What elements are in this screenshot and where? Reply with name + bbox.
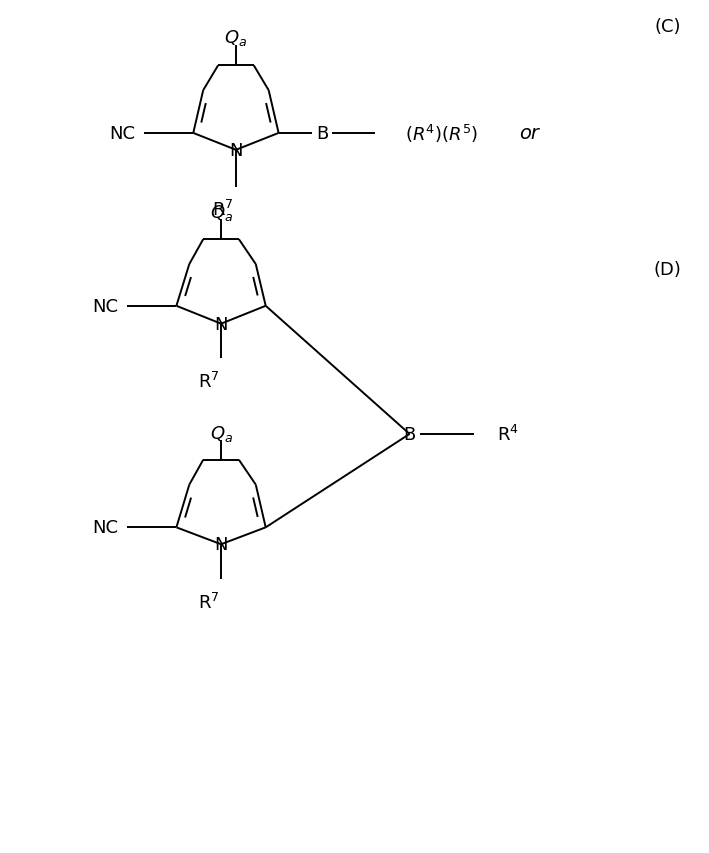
Text: N: N (229, 142, 242, 160)
Text: R$^7$: R$^7$ (199, 592, 220, 612)
Text: NC: NC (92, 519, 118, 537)
Text: N: N (214, 536, 228, 554)
Text: $Q_a$: $Q_a$ (210, 423, 233, 444)
Text: NC: NC (92, 298, 118, 316)
Text: NC: NC (109, 125, 135, 142)
Text: $Q_a$: $Q_a$ (210, 203, 233, 223)
Text: (D): (D) (654, 261, 681, 279)
Text: R$^4$: R$^4$ (497, 425, 519, 444)
Text: or: or (519, 125, 539, 143)
Text: B: B (403, 426, 415, 444)
Text: (C): (C) (654, 18, 681, 36)
Text: N: N (214, 316, 228, 334)
Text: $(R^4)(R^5)$: $(R^4)(R^5)$ (405, 123, 478, 145)
Text: B: B (316, 125, 328, 142)
Text: $Q_a$: $Q_a$ (225, 28, 247, 49)
Text: R$^7$: R$^7$ (199, 372, 220, 392)
Text: R$^7$: R$^7$ (212, 200, 234, 220)
